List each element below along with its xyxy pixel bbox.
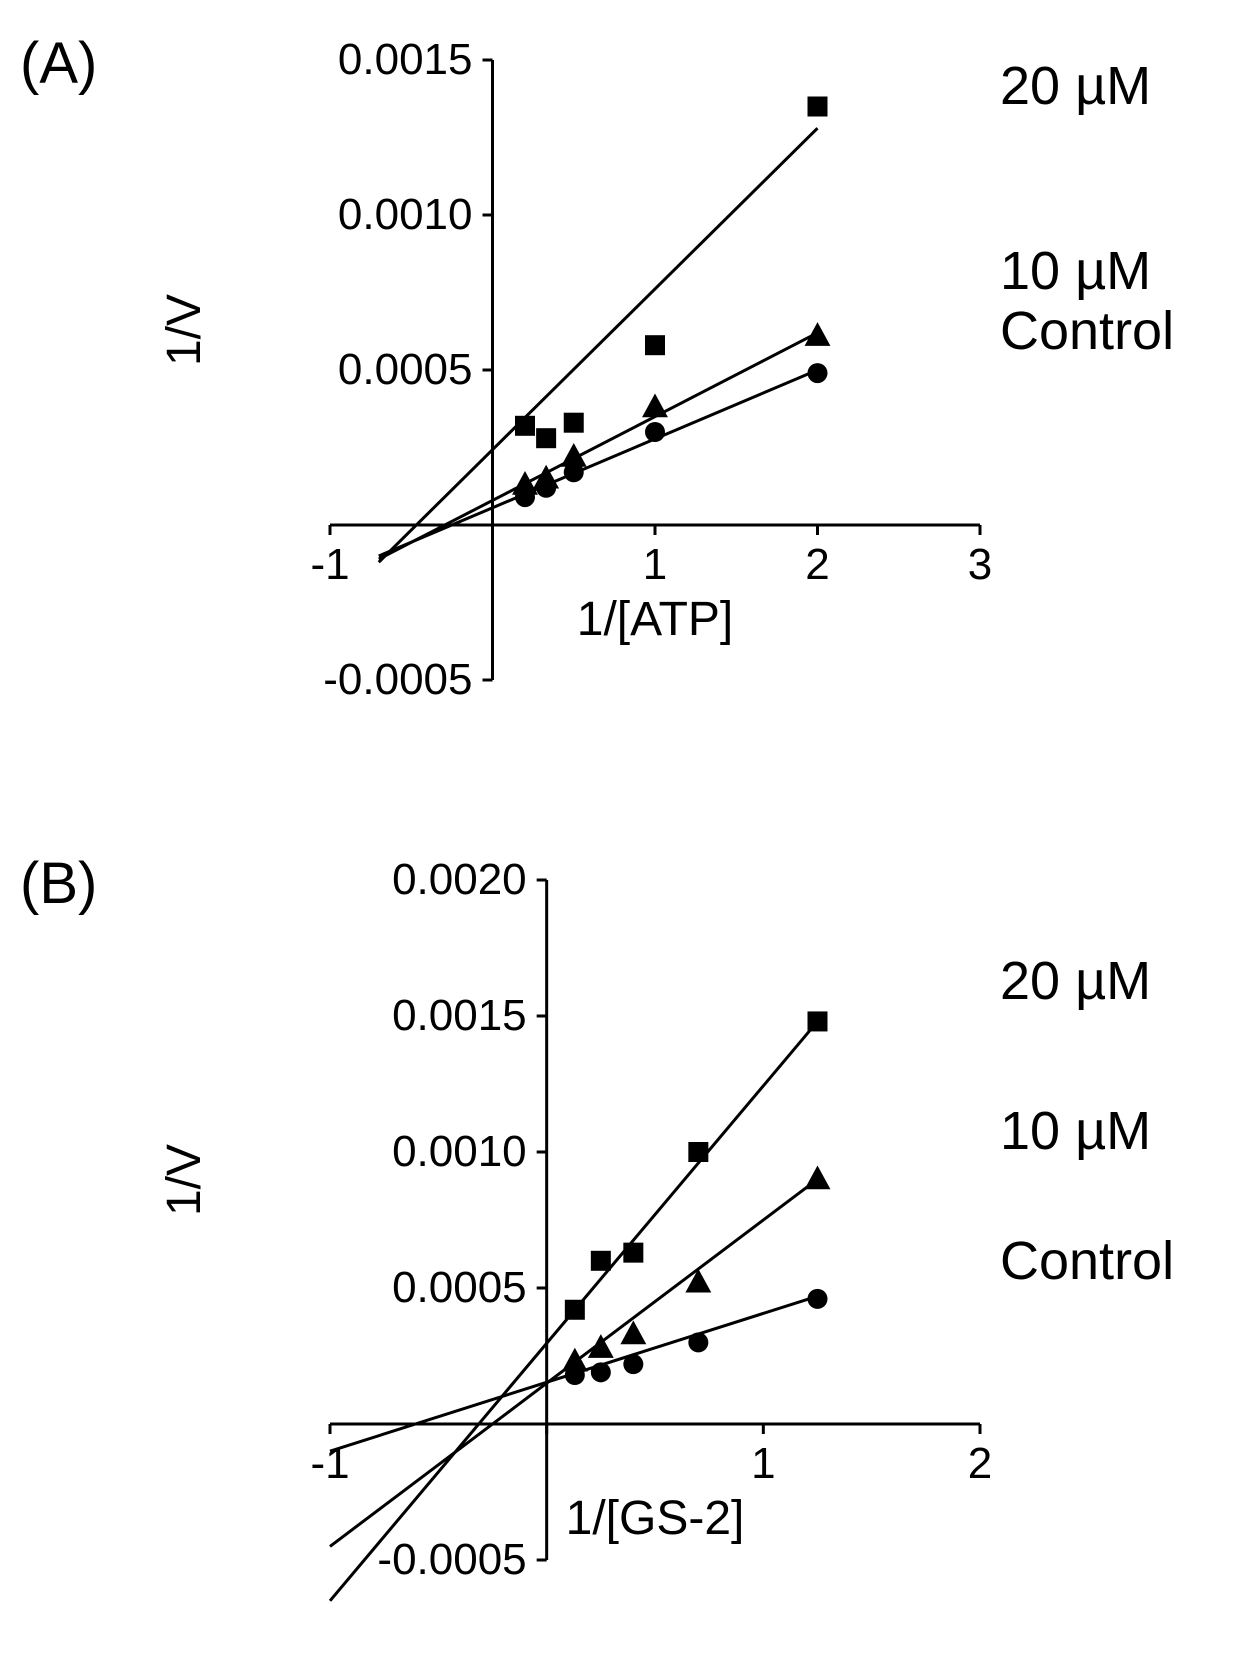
svg-text:1: 1 <box>643 540 667 589</box>
chart-b: -112-0.00050.00050.00100.00150.00201/[GS… <box>0 820 1240 1620</box>
svg-text:0.0015: 0.0015 <box>338 35 473 84</box>
svg-text:-0.0005: -0.0005 <box>323 655 472 704</box>
svg-text:0.0005: 0.0005 <box>338 345 473 394</box>
svg-text:-1: -1 <box>310 540 349 589</box>
panel-a: (A) -1123-0.00050.00050.00100.00151/[ATP… <box>0 0 1240 760</box>
panel-b: (B) -112-0.00050.00050.00100.00150.00201… <box>0 820 1240 1620</box>
svg-text:1/V: 1/V <box>158 1144 211 1216</box>
svg-text:0.0010: 0.0010 <box>338 190 473 239</box>
svg-text:1: 1 <box>751 1439 775 1488</box>
series-label-10um-a: 10 µM <box>1000 240 1151 302</box>
series-label-10um-b: 10 µM <box>1000 1100 1151 1162</box>
svg-text:3: 3 <box>968 540 992 589</box>
svg-text:-0.0005: -0.0005 <box>377 1535 526 1584</box>
series-label-20um-b: 20 µM <box>1000 950 1151 1012</box>
svg-text:1/[GS-2]: 1/[GS-2] <box>566 1492 745 1545</box>
series-label-control-b: Control <box>1000 1230 1174 1292</box>
svg-text:0.0010: 0.0010 <box>392 1127 527 1176</box>
series-label-control-a: Control <box>1000 300 1174 362</box>
svg-text:1/[ATP]: 1/[ATP] <box>577 593 734 646</box>
svg-text:2: 2 <box>968 1439 992 1488</box>
svg-text:2: 2 <box>805 540 829 589</box>
svg-text:0.0015: 0.0015 <box>392 991 527 1040</box>
svg-text:0.0020: 0.0020 <box>392 855 527 904</box>
series-label-20um-a: 20 µM <box>1000 55 1151 117</box>
svg-text:0.0005: 0.0005 <box>392 1263 527 1312</box>
svg-text:1/V: 1/V <box>158 294 211 366</box>
